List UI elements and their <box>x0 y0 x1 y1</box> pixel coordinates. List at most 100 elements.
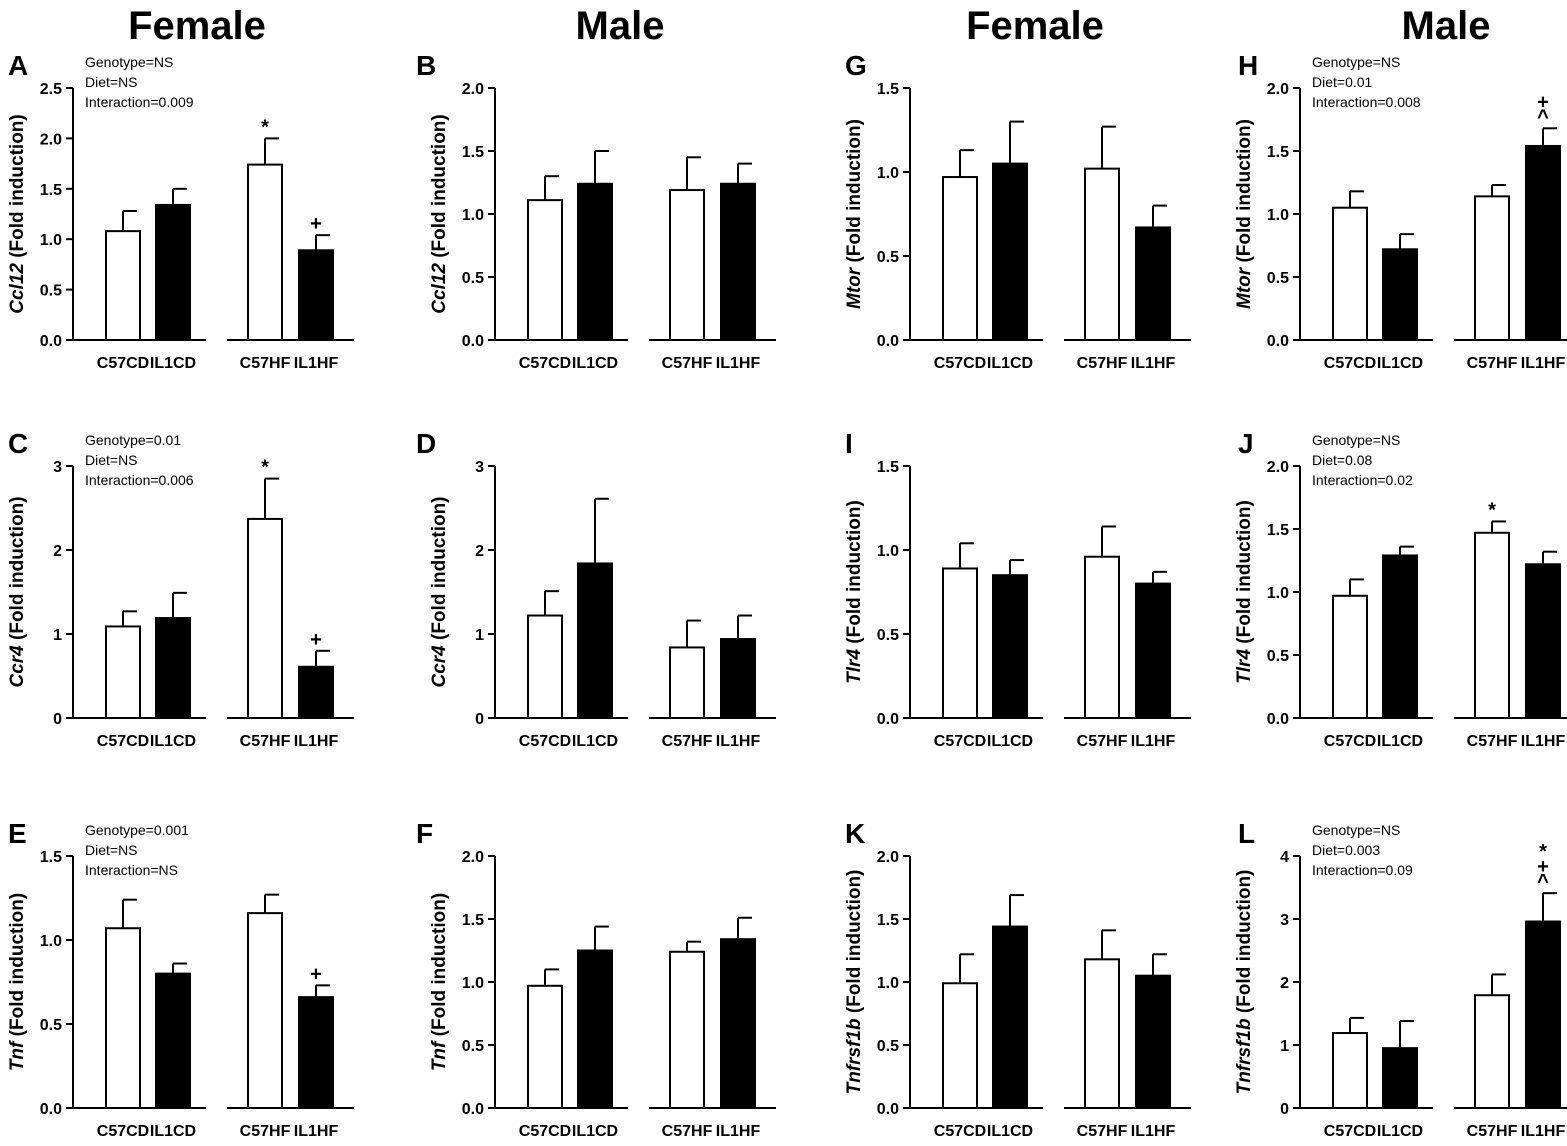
bar-g-il1cd <box>992 162 1028 341</box>
stats-line-a: Diet=NS <box>85 74 138 90</box>
bar-b-il1hf <box>720 182 756 341</box>
gene-name-e: Tnf <box>7 1040 28 1071</box>
bar-k-il1hf <box>1135 974 1171 1110</box>
stats-line-j: Interaction=0.02 <box>1312 472 1413 488</box>
category-label-h-2: C57HF <box>1467 355 1518 372</box>
y-tick-label-a: 1.5 <box>40 182 62 199</box>
y-axis-label-suffix-f: (Fold induction) <box>429 893 450 1042</box>
category-label-e-3: IL1HF <box>294 1123 339 1140</box>
bar-c-il1cd <box>155 617 191 719</box>
category-label-e-1: IL1CD <box>150 1123 196 1140</box>
category-label-k-0: C57CD <box>934 1123 986 1140</box>
stats-line-c: Genotype=0.01 <box>85 432 181 448</box>
gene-name-b: Ccl12 <box>429 263 450 314</box>
gene-name-c: Ccr4 <box>7 645 28 688</box>
bar-h-c57hf <box>1474 195 1510 341</box>
bar-d-il1hf <box>720 638 756 719</box>
stats-line-l: Diet=0.003 <box>1312 842 1380 858</box>
bar-l-il1hf <box>1525 920 1561 1110</box>
bar-b-c57cd <box>527 199 563 341</box>
bar-j-c57hf <box>1474 531 1510 720</box>
category-label-l-0: C57CD <box>1324 1123 1376 1140</box>
y-tick-label-b: 1.5 <box>462 144 484 161</box>
y-tick-label-f: 0.5 <box>462 1038 484 1055</box>
y-axis-label-suffix-e: (Fold induction) <box>7 893 28 1042</box>
significance-marker-j-2: * <box>1488 499 1496 521</box>
bar-j-il1cd <box>1382 554 1418 720</box>
y-tick-label-k: 2.0 <box>877 849 899 866</box>
bar-d-c57cd <box>527 614 563 720</box>
y-tick-label-k: 1.0 <box>877 975 899 992</box>
category-label-a-2: C57HF <box>240 355 291 372</box>
category-label-a-0: C57CD <box>97 355 149 372</box>
gene-name-f: Tnf <box>429 1040 450 1071</box>
y-tick-label-c: 2 <box>53 543 62 560</box>
y-tick-label-c: 3 <box>53 459 62 476</box>
panel-h: H 0.0 0.5 1.0 1.5 2.0 Mtor (Fold induction) C57… <box>1234 50 1567 372</box>
y-tick-label-d: 0 <box>475 711 484 728</box>
significance-marker-a-2: * <box>261 116 269 138</box>
y-tick-label-a: 1.0 <box>40 232 62 249</box>
significance-marker-e-3: + <box>310 963 322 985</box>
panel-label-c: C <box>8 428 28 459</box>
stats-line-j: Diet=0.08 <box>1312 452 1373 468</box>
bar-a-il1cd <box>155 203 191 341</box>
category-label-c-1: IL1CD <box>150 733 196 750</box>
y-axis-label-suffix-c: (Fold induction) <box>7 496 28 645</box>
bar-i-c57cd <box>942 567 978 719</box>
y-tick-label-a: 0.0 <box>40 333 62 350</box>
gene-name-i: Tlr4 <box>844 649 865 684</box>
panel-label-l: L <box>1238 818 1255 849</box>
significance-marker-c-2: * <box>261 457 269 479</box>
column-title-female-1: Female <box>128 4 266 48</box>
gene-name-h: Mtor <box>1234 266 1255 309</box>
y-axis-label-c: Ccr4 (Fold induction) <box>7 496 28 687</box>
significance-marker-l-3: ^ <box>1537 871 1549 893</box>
significance-marker-h-3: + <box>1537 91 1549 113</box>
category-label-d-3: IL1HF <box>716 733 761 750</box>
category-label-a-1: IL1CD <box>150 355 196 372</box>
y-tick-label-h: 0.0 <box>1267 333 1289 350</box>
y-tick-label-f: 1.0 <box>462 975 484 992</box>
y-tick-label-j: 1.0 <box>1267 585 1289 602</box>
bar-i-c57hf <box>1084 555 1120 719</box>
bar-a-c57cd <box>105 230 141 341</box>
category-label-f-0: C57CD <box>519 1123 571 1140</box>
stats-line-e: Diet=NS <box>85 842 138 858</box>
bar-e-c57hf <box>247 912 283 1109</box>
y-tick-label-j: 0.0 <box>1267 711 1289 728</box>
category-label-f-3: IL1HF <box>716 1123 761 1140</box>
panel-c: C 0 1 2 3 Ccr4 (Fold induction) C57CD IL1CD * C57… <box>7 428 354 750</box>
y-tick-label-c: 0 <box>53 711 62 728</box>
y-tick-label-b: 1.0 <box>462 207 484 224</box>
bar-h-il1hf <box>1525 144 1561 341</box>
category-label-b-3: IL1HF <box>716 355 761 372</box>
category-label-c-0: C57CD <box>97 733 149 750</box>
significance-marker-l-3: * <box>1539 841 1547 863</box>
y-tick-label-k: 0.0 <box>877 1101 899 1118</box>
y-tick-label-j: 0.5 <box>1267 648 1289 665</box>
significance-marker-a-3: + <box>310 213 322 235</box>
stats-line-e: Genotype=0.001 <box>85 822 189 838</box>
y-axis-label-i: Tlr4 (Fold induction) <box>844 500 865 684</box>
stats-line-c: Interaction=0.006 <box>85 472 194 488</box>
bar-c-c57cd <box>105 625 141 719</box>
category-label-j-2: C57HF <box>1467 733 1518 750</box>
y-axis-label-suffix-l: (Fold induction) <box>1234 870 1255 1019</box>
category-label-j-3: IL1HF <box>1521 733 1566 750</box>
y-axis-label-l: Tnfrsf1b (Fold induction) <box>1234 870 1255 1095</box>
bar-l-c57hf <box>1474 994 1510 1109</box>
y-axis-label-suffix-a: (Fold induction) <box>7 114 28 263</box>
category-label-e-0: C57CD <box>97 1123 149 1140</box>
y-tick-label-e: 0.0 <box>40 1101 62 1118</box>
significance-marker-l-3: + <box>1537 856 1549 878</box>
y-tick-label-g: 1.5 <box>877 81 899 98</box>
bar-g-c57hf <box>1084 167 1120 341</box>
y-tick-label-d: 2 <box>475 543 484 560</box>
category-label-d-0: C57CD <box>519 733 571 750</box>
panel-label-a: A <box>8 50 28 81</box>
